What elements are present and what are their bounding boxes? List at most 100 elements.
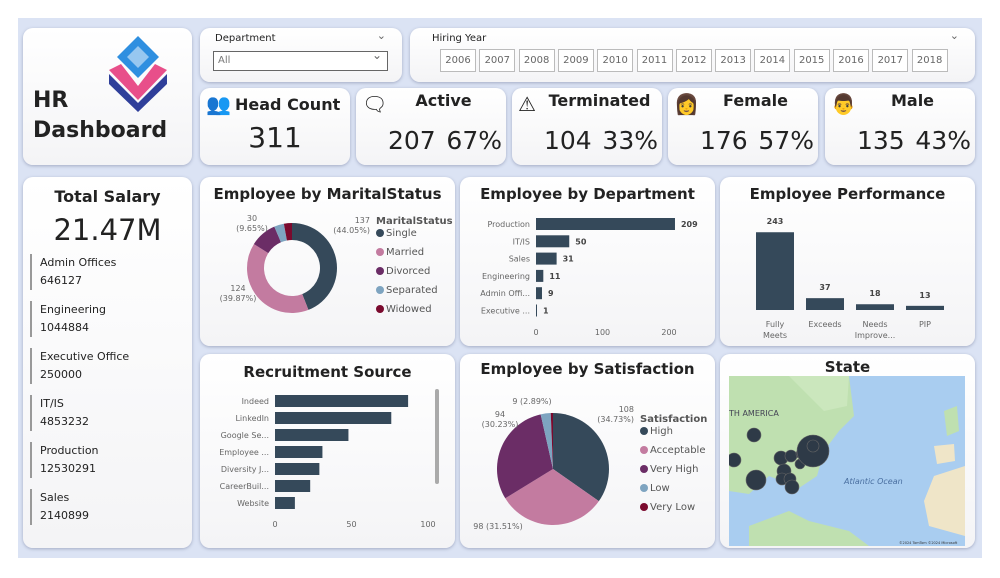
data-label: 243 (767, 217, 784, 226)
legend-item[interactable]: Divorced (376, 266, 430, 277)
year-button-2011[interactable]: 2011 (636, 49, 673, 72)
legend-item[interactable]: Single (376, 228, 417, 239)
tick-label: 100 (420, 520, 435, 529)
salary-item: Production 12530291 (30, 442, 99, 478)
bar-0[interactable] (756, 232, 794, 310)
category-label: Needs Improve... (855, 320, 896, 340)
chart-label: Executive ... (481, 307, 530, 316)
department-label: Department (215, 33, 276, 44)
chevron-down-icon[interactable]: ⌄ (949, 29, 959, 42)
year-button-2010[interactable]: 2010 (597, 49, 634, 72)
legend-item[interactable]: Separated (376, 285, 438, 296)
chart-label: Google Se... (221, 431, 269, 440)
slice-acceptable[interactable] (505, 469, 599, 525)
legend-item[interactable]: High (640, 426, 673, 437)
department-value: All (218, 55, 231, 66)
year-button-2014[interactable]: 2014 (754, 49, 791, 72)
bar-2[interactable] (536, 252, 557, 265)
total-salary-value: 21.47M (53, 213, 162, 247)
data-label: 9 (548, 289, 554, 298)
slice-very-high[interactable] (497, 414, 553, 499)
slice-single[interactable] (292, 223, 337, 310)
salary-dept: Engineering (40, 303, 106, 316)
legend-dot-icon (640, 446, 648, 454)
dashboard-title: HR Dashboard (33, 86, 167, 146)
bar-0[interactable] (536, 218, 675, 230)
year-button-2015[interactable]: 2015 (793, 49, 830, 72)
active-users-icon: 🗨 (362, 92, 388, 116)
year-button-2016[interactable]: 2016 (833, 49, 869, 72)
total-salary-card: Total Salary 21.47M Admin Offices 646127 E… (23, 177, 192, 548)
year-button-2006[interactable]: 2006 (440, 49, 476, 72)
legend-title: MaritalStatus (376, 216, 453, 227)
legend-item[interactable]: Widowed (376, 304, 432, 315)
year-button-2017[interactable]: 2017 (872, 49, 909, 72)
bar-2[interactable] (856, 304, 894, 310)
legend-item[interactable]: Acceptable (640, 445, 706, 456)
salary-item: Admin Offices 646127 (30, 254, 116, 290)
year-button-2008[interactable]: 2008 (518, 49, 555, 72)
kpi-value: 311 (248, 121, 302, 154)
bar-3[interactable] (536, 269, 544, 282)
bar-4[interactable] (536, 287, 542, 300)
year-button-2009[interactable]: 2009 (557, 49, 594, 72)
slice-widowed[interactable] (283, 223, 292, 241)
map-attribution: ©2024 TomTom ©2024 Microsoft (899, 541, 958, 545)
chart-label: Sales (509, 255, 530, 264)
female-icon: 👩 (674, 92, 699, 116)
bar-1[interactable] (275, 412, 392, 424)
slice-divorced[interactable] (253, 226, 281, 254)
tick-label: 200 (661, 328, 676, 337)
bar-3[interactable] (275, 446, 323, 458)
bar-5[interactable] (536, 304, 537, 317)
chart-label: Website (237, 499, 269, 508)
salary-value: 4853232 (40, 415, 89, 428)
year-button-2018[interactable]: 2018 (911, 49, 948, 72)
slice-low[interactable] (540, 413, 553, 469)
salary-value: 1044884 (40, 321, 89, 334)
kpi-value: 104 (544, 126, 592, 155)
slice-married[interactable] (247, 244, 309, 313)
year-button-2012[interactable]: 2012 (675, 49, 712, 72)
kpi-label: Female (723, 91, 788, 110)
bar-6[interactable] (275, 497, 295, 509)
tick-label: 0 (533, 328, 538, 337)
salary-dept: IT/IS (40, 397, 64, 410)
legend-item[interactable]: Very High (640, 464, 698, 475)
title-line-2: Dashboard (33, 118, 168, 143)
legend-dot-icon (376, 305, 384, 313)
legend-item[interactable]: Married (376, 247, 424, 258)
bar-3[interactable] (906, 305, 944, 310)
scrollbar[interactable] (435, 389, 439, 484)
legend-dot-icon (376, 286, 384, 294)
legend-item[interactable]: Very Low (640, 502, 695, 513)
legend-label: Widowed (386, 304, 432, 315)
chevron-down-icon: ⌄ (371, 48, 382, 62)
kpi-label: Active (415, 91, 472, 110)
chart-label: Production (487, 220, 530, 229)
data-label: 50 (575, 237, 587, 246)
bar-0[interactable] (275, 395, 409, 407)
kpi-label: Head Count (235, 95, 341, 114)
salary-value: 2140899 (40, 509, 89, 522)
state-map[interactable]: TH AMERICA Atlantic Ocean ©2024 TomTom ©… (729, 376, 965, 546)
year-button-2007[interactable]: 2007 (479, 49, 516, 72)
legend-item[interactable]: Low (640, 483, 670, 494)
year-button-2013[interactable]: 2013 (715, 49, 752, 72)
bar-1[interactable] (806, 298, 844, 310)
total-salary-title: Total Salary (54, 187, 161, 206)
slice-very-low[interactable] (550, 413, 553, 469)
legend-label: Divorced (386, 266, 431, 277)
bar-2[interactable] (275, 429, 349, 441)
bar-1[interactable] (536, 235, 570, 248)
kpi-percent: 33% (602, 126, 658, 155)
legend-label: Very High (650, 464, 699, 475)
chevron-down-icon[interactable]: ⌄ (376, 29, 386, 42)
bar-4[interactable] (275, 463, 320, 475)
tick-label: 100 (595, 328, 610, 337)
slice-high[interactable] (553, 413, 609, 502)
department-dropdown[interactable]: All ⌄ (213, 48, 388, 71)
salary-item: IT/IS 4853232 (30, 395, 89, 431)
slice-separated[interactable] (274, 223, 287, 243)
bar-5[interactable] (275, 480, 311, 492)
